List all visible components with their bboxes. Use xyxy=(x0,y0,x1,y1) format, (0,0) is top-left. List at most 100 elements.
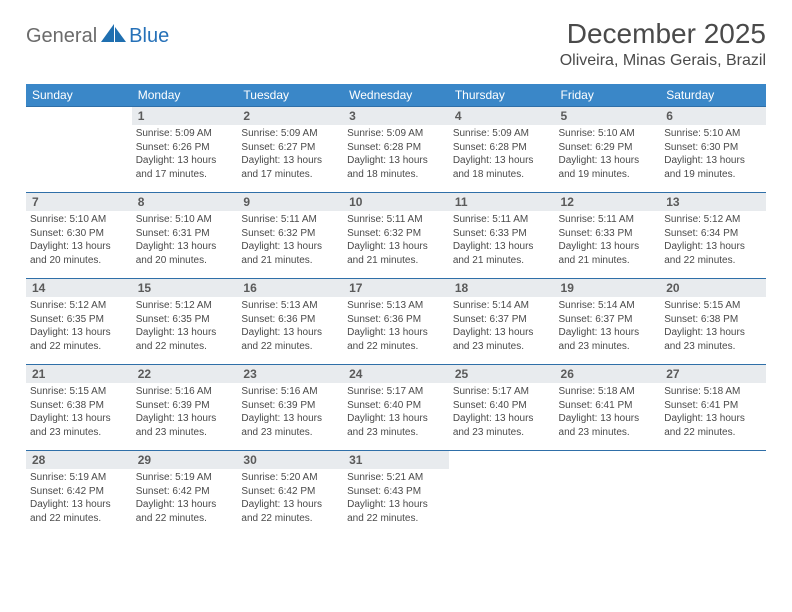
day-info: Sunrise: 5:10 AMSunset: 6:29 PMDaylight:… xyxy=(555,125,661,185)
day-info: Sunrise: 5:20 AMSunset: 6:42 PMDaylight:… xyxy=(237,469,343,529)
location: Oliveira, Minas Gerais, Brazil xyxy=(560,52,766,70)
calendar-day-cell: 8Sunrise: 5:10 AMSunset: 6:31 PMDaylight… xyxy=(132,192,238,278)
day-info: Sunrise: 5:16 AMSunset: 6:39 PMDaylight:… xyxy=(237,383,343,443)
day-info: Sunrise: 5:16 AMSunset: 6:39 PMDaylight:… xyxy=(132,383,238,443)
day-info: Sunrise: 5:10 AMSunset: 6:30 PMDaylight:… xyxy=(660,125,766,185)
day-number: 21 xyxy=(26,365,132,383)
calendar-day-cell: 5Sunrise: 5:10 AMSunset: 6:29 PMDaylight… xyxy=(555,106,661,192)
calendar-table: SundayMondayTuesdayWednesdayThursdayFrid… xyxy=(26,84,766,536)
day-number: 25 xyxy=(449,365,555,383)
day-number: 2 xyxy=(237,107,343,125)
day-info: Sunrise: 5:11 AMSunset: 6:33 PMDaylight:… xyxy=(555,211,661,271)
calendar-day-cell: 17Sunrise: 5:13 AMSunset: 6:36 PMDayligh… xyxy=(343,278,449,364)
day-number: 4 xyxy=(449,107,555,125)
day-number: 13 xyxy=(660,193,766,211)
calendar-day-cell: 29Sunrise: 5:19 AMSunset: 6:42 PMDayligh… xyxy=(132,450,238,536)
day-number: 1 xyxy=(132,107,238,125)
title-block: December 2025 Oliveira, Minas Gerais, Br… xyxy=(560,18,766,70)
calendar-day-cell: 1Sunrise: 5:09 AMSunset: 6:26 PMDaylight… xyxy=(132,106,238,192)
weekday-header: Saturday xyxy=(660,84,766,106)
calendar-body: 1Sunrise: 5:09 AMSunset: 6:26 PMDaylight… xyxy=(26,106,766,536)
calendar-day-cell: 25Sunrise: 5:17 AMSunset: 6:40 PMDayligh… xyxy=(449,364,555,450)
day-info: Sunrise: 5:11 AMSunset: 6:32 PMDaylight:… xyxy=(343,211,449,271)
day-info: Sunrise: 5:10 AMSunset: 6:30 PMDaylight:… xyxy=(26,211,132,271)
day-number: 23 xyxy=(237,365,343,383)
day-info: Sunrise: 5:11 AMSunset: 6:33 PMDaylight:… xyxy=(449,211,555,271)
calendar-day-cell: 7Sunrise: 5:10 AMSunset: 6:30 PMDaylight… xyxy=(26,192,132,278)
calendar-day-cell xyxy=(449,450,555,536)
calendar-day-cell: 22Sunrise: 5:16 AMSunset: 6:39 PMDayligh… xyxy=(132,364,238,450)
calendar-week-row: 14Sunrise: 5:12 AMSunset: 6:35 PMDayligh… xyxy=(26,278,766,364)
day-info: Sunrise: 5:17 AMSunset: 6:40 PMDaylight:… xyxy=(343,383,449,443)
day-number: 26 xyxy=(555,365,661,383)
calendar-day-cell: 3Sunrise: 5:09 AMSunset: 6:28 PMDaylight… xyxy=(343,106,449,192)
calendar-day-cell: 4Sunrise: 5:09 AMSunset: 6:28 PMDaylight… xyxy=(449,106,555,192)
calendar-day-cell: 15Sunrise: 5:12 AMSunset: 6:35 PMDayligh… xyxy=(132,278,238,364)
calendar-day-cell: 23Sunrise: 5:16 AMSunset: 6:39 PMDayligh… xyxy=(237,364,343,450)
day-info: Sunrise: 5:15 AMSunset: 6:38 PMDaylight:… xyxy=(660,297,766,357)
day-info: Sunrise: 5:12 AMSunset: 6:35 PMDaylight:… xyxy=(26,297,132,357)
day-info: Sunrise: 5:09 AMSunset: 6:26 PMDaylight:… xyxy=(132,125,238,185)
day-number: 10 xyxy=(343,193,449,211)
calendar-day-cell: 6Sunrise: 5:10 AMSunset: 6:30 PMDaylight… xyxy=(660,106,766,192)
calendar-day-cell: 26Sunrise: 5:18 AMSunset: 6:41 PMDayligh… xyxy=(555,364,661,450)
weekday-header: Friday xyxy=(555,84,661,106)
weekday-header: Wednesday xyxy=(343,84,449,106)
logo: General Blue xyxy=(26,24,169,49)
day-number: 5 xyxy=(555,107,661,125)
day-number: 14 xyxy=(26,279,132,297)
day-info: Sunrise: 5:09 AMSunset: 6:28 PMDaylight:… xyxy=(449,125,555,185)
month-title: December 2025 xyxy=(560,18,766,50)
weekday-header-row: SundayMondayTuesdayWednesdayThursdayFrid… xyxy=(26,84,766,106)
calendar-day-cell: 16Sunrise: 5:13 AMSunset: 6:36 PMDayligh… xyxy=(237,278,343,364)
day-info: Sunrise: 5:13 AMSunset: 6:36 PMDaylight:… xyxy=(237,297,343,357)
day-number: 22 xyxy=(132,365,238,383)
day-number: 27 xyxy=(660,365,766,383)
day-number: 6 xyxy=(660,107,766,125)
weekday-header: Tuesday xyxy=(237,84,343,106)
day-number: 30 xyxy=(237,451,343,469)
day-info: Sunrise: 5:09 AMSunset: 6:28 PMDaylight:… xyxy=(343,125,449,185)
day-number: 28 xyxy=(26,451,132,469)
day-number: 29 xyxy=(132,451,238,469)
day-number: 3 xyxy=(343,107,449,125)
day-info: Sunrise: 5:09 AMSunset: 6:27 PMDaylight:… xyxy=(237,125,343,185)
day-number: 31 xyxy=(343,451,449,469)
calendar-day-cell xyxy=(555,450,661,536)
day-info: Sunrise: 5:19 AMSunset: 6:42 PMDaylight:… xyxy=(26,469,132,529)
day-info: Sunrise: 5:13 AMSunset: 6:36 PMDaylight:… xyxy=(343,297,449,357)
day-number: 19 xyxy=(555,279,661,297)
day-number: 12 xyxy=(555,193,661,211)
day-info: Sunrise: 5:12 AMSunset: 6:34 PMDaylight:… xyxy=(660,211,766,271)
day-number: 16 xyxy=(237,279,343,297)
day-number: 15 xyxy=(132,279,238,297)
calendar-day-cell: 28Sunrise: 5:19 AMSunset: 6:42 PMDayligh… xyxy=(26,450,132,536)
calendar-day-cell: 27Sunrise: 5:18 AMSunset: 6:41 PMDayligh… xyxy=(660,364,766,450)
day-info: Sunrise: 5:15 AMSunset: 6:38 PMDaylight:… xyxy=(26,383,132,443)
calendar-day-cell: 11Sunrise: 5:11 AMSunset: 6:33 PMDayligh… xyxy=(449,192,555,278)
calendar-week-row: 7Sunrise: 5:10 AMSunset: 6:30 PMDaylight… xyxy=(26,192,766,278)
day-number: 20 xyxy=(660,279,766,297)
day-info: Sunrise: 5:11 AMSunset: 6:32 PMDaylight:… xyxy=(237,211,343,271)
day-number: 9 xyxy=(237,193,343,211)
weekday-header: Thursday xyxy=(449,84,555,106)
day-info: Sunrise: 5:14 AMSunset: 6:37 PMDaylight:… xyxy=(555,297,661,357)
logo-text-general: General xyxy=(26,25,97,48)
calendar-day-cell: 9Sunrise: 5:11 AMSunset: 6:32 PMDaylight… xyxy=(237,192,343,278)
calendar-day-cell: 18Sunrise: 5:14 AMSunset: 6:37 PMDayligh… xyxy=(449,278,555,364)
calendar-week-row: 28Sunrise: 5:19 AMSunset: 6:42 PMDayligh… xyxy=(26,450,766,536)
header: General Blue December 2025 Oliveira, Min… xyxy=(26,18,766,70)
logo-sail-icon xyxy=(101,24,127,49)
calendar-day-cell: 13Sunrise: 5:12 AMSunset: 6:34 PMDayligh… xyxy=(660,192,766,278)
logo-text-blue: Blue xyxy=(129,25,169,48)
calendar-day-cell: 14Sunrise: 5:12 AMSunset: 6:35 PMDayligh… xyxy=(26,278,132,364)
day-number: 11 xyxy=(449,193,555,211)
day-info: Sunrise: 5:19 AMSunset: 6:42 PMDaylight:… xyxy=(132,469,238,529)
calendar-day-cell: 10Sunrise: 5:11 AMSunset: 6:32 PMDayligh… xyxy=(343,192,449,278)
calendar-day-cell: 21Sunrise: 5:15 AMSunset: 6:38 PMDayligh… xyxy=(26,364,132,450)
calendar-day-cell: 12Sunrise: 5:11 AMSunset: 6:33 PMDayligh… xyxy=(555,192,661,278)
day-number: 18 xyxy=(449,279,555,297)
calendar-week-row: 1Sunrise: 5:09 AMSunset: 6:26 PMDaylight… xyxy=(26,106,766,192)
day-info: Sunrise: 5:21 AMSunset: 6:43 PMDaylight:… xyxy=(343,469,449,529)
calendar-day-cell xyxy=(26,106,132,192)
